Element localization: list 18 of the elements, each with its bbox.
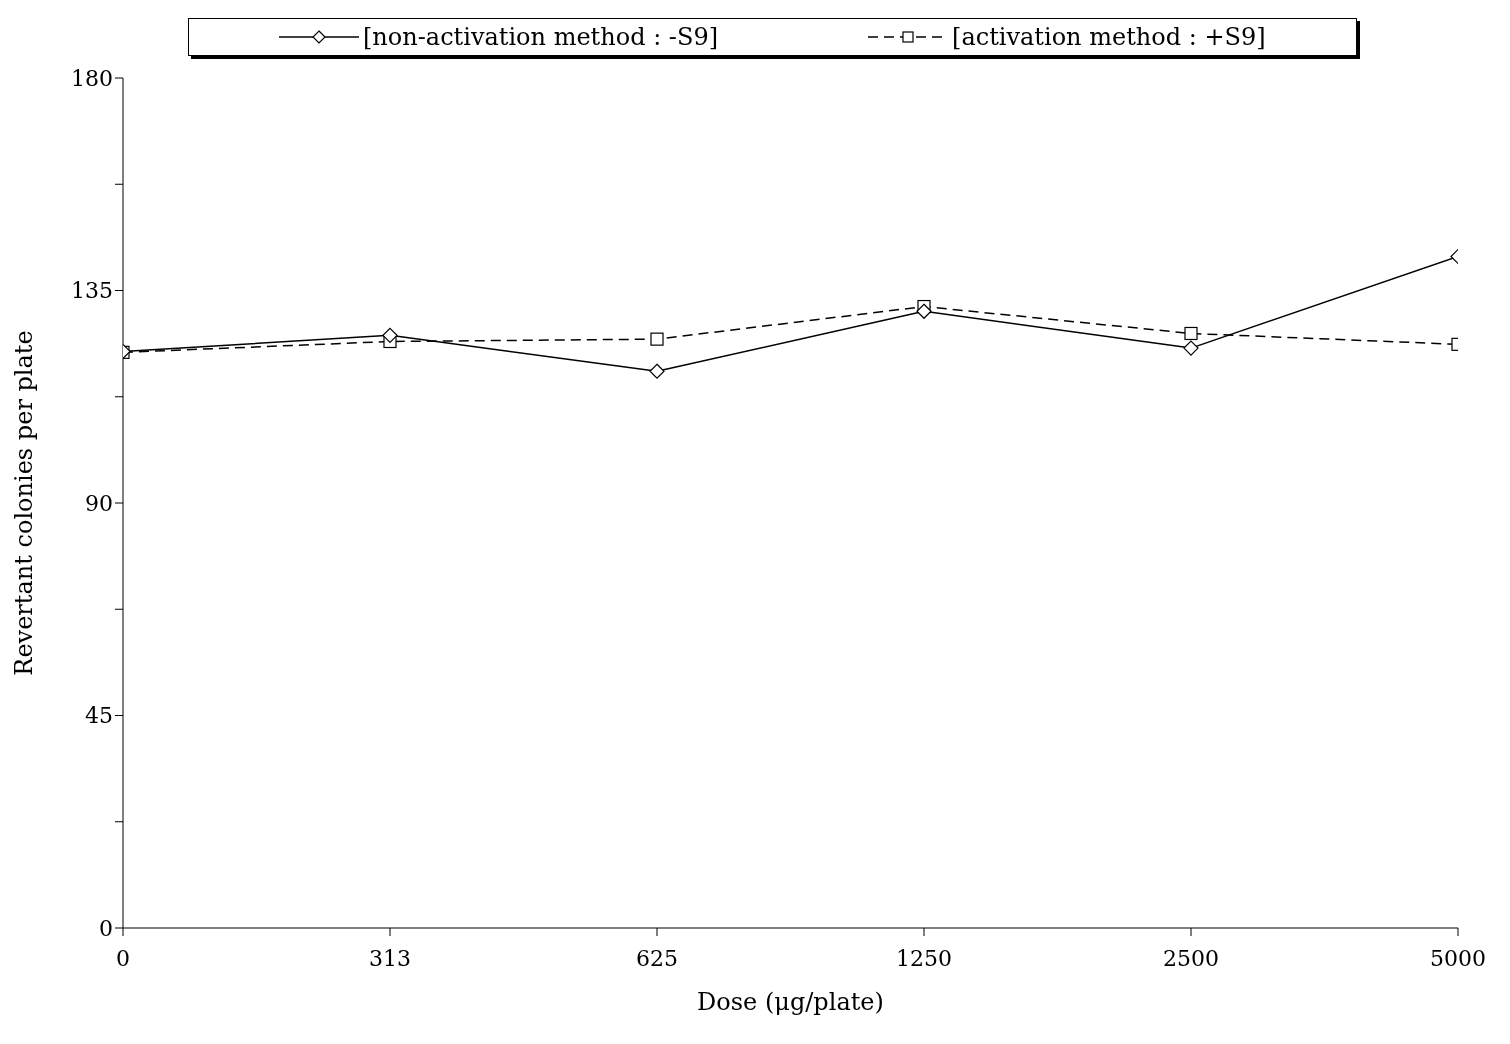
y-tick-label: 0 [99, 915, 113, 941]
x-axis-title: Dose (μg/plate) [697, 988, 884, 1016]
point [916, 303, 932, 319]
y-tick-label: 135 [71, 278, 113, 304]
x-tick-label: 2500 [1163, 945, 1219, 971]
y-tick-label: 180 [71, 65, 113, 91]
legend-label: [activation method : +S9] [952, 23, 1266, 51]
legend-label: [non-activation method : -S9] [363, 23, 719, 51]
point [650, 332, 664, 346]
x-tick-label: 625 [636, 945, 678, 971]
x-tick-label: 1250 [896, 945, 952, 971]
y-tick-label: 90 [85, 490, 113, 516]
x-tick-label: 0 [116, 945, 130, 971]
y-axis-title: Revertant colonies per plate [9, 330, 38, 676]
y-tick-label: 45 [85, 703, 113, 729]
x-tick-label: 5000 [1430, 945, 1486, 971]
point [649, 363, 665, 379]
x-tick-label: 313 [369, 945, 411, 971]
